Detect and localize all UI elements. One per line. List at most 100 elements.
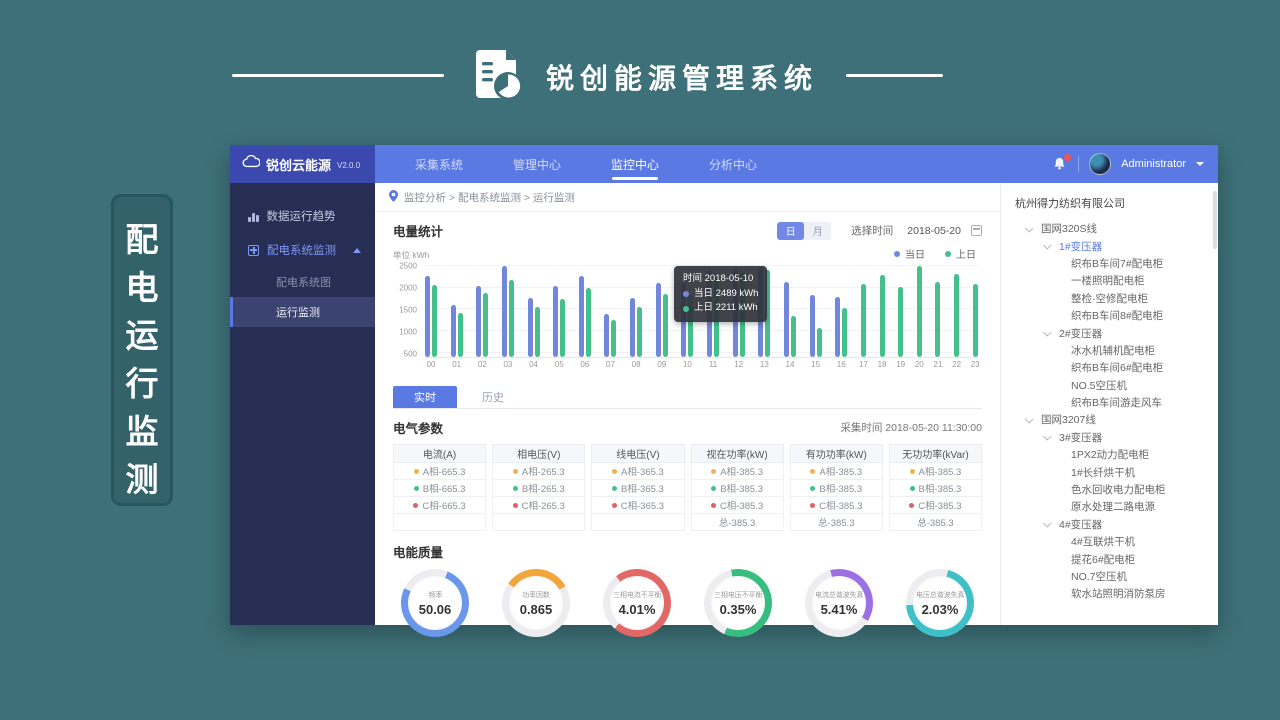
caret-down-icon[interactable]: [1196, 162, 1204, 166]
topnav-item-1[interactable]: 管理中心: [513, 157, 562, 172]
tooltip-time: 时间 2018-05-10: [683, 273, 754, 284]
phase-dot: [909, 485, 915, 491]
param-value: B相-265.3: [521, 484, 565, 495]
legend-item-today[interactable]: 当日: [894, 246, 925, 261]
vertical-tag-char: 电: [125, 269, 159, 306]
y-tick-label: 1500: [399, 305, 417, 315]
param-column-2: 线电压(V) A相-365.3 B相-365.3 C相-365.3: [591, 444, 685, 531]
gauge-hole: [509, 576, 563, 630]
tree-node-0[interactable]: 国网320S线: [1015, 220, 1212, 237]
vertical-tag-char: 运: [125, 317, 159, 354]
phase-dot: [612, 485, 618, 491]
param-cell: B相-385.3: [888, 480, 983, 497]
user-name[interactable]: Administrator: [1121, 158, 1186, 170]
tree-node-21[interactable]: 软水站照明消防泵房: [1015, 585, 1212, 602]
bar-上日: [860, 284, 866, 357]
calendar-icon[interactable]: [971, 225, 982, 236]
bar-上日: [611, 320, 617, 357]
bar-当日: [630, 298, 636, 357]
tree-node-17[interactable]: 4#变压器: [1015, 516, 1212, 533]
bar-group: 02: [476, 266, 489, 369]
bar-当日: [604, 314, 610, 357]
phase-dot: [810, 502, 816, 508]
tree-node-3[interactable]: 一楼照明配电柜: [1015, 272, 1212, 289]
bar-group: 21: [934, 266, 942, 369]
param-cell: B相-665.3: [393, 480, 487, 497]
realtime-history-tabs: 实时 历史: [393, 386, 982, 409]
tree-node-20[interactable]: NO.7空压机: [1015, 568, 1212, 585]
x-tick-label: 19: [896, 360, 906, 369]
section-title-energy: 电量统计: [393, 225, 444, 239]
sidebar-item-distribution-monitor[interactable]: 配电系统监测: [230, 233, 375, 267]
x-tick-label: 15: [811, 360, 821, 369]
gauge-value: 0.35%: [719, 602, 757, 617]
date-picker-label: 选择时间: [851, 225, 894, 237]
topnav-item-3[interactable]: 分析中心: [709, 157, 758, 172]
sidebar-item-data-trend[interactable]: 数据运行趋势: [230, 199, 375, 233]
tree-node-2[interactable]: 织布B车间7#配电柜: [1015, 255, 1212, 272]
toggle-day-button[interactable]: 日: [777, 221, 805, 240]
param-value: B相-365.3: [621, 484, 664, 495]
x-tick-label: 09: [657, 360, 667, 369]
tree-node-14[interactable]: 1#长纤烘干机: [1015, 463, 1212, 480]
bell-icon[interactable]: [1052, 154, 1072, 172]
tree-node-4[interactable]: 整检·空修配电柜: [1015, 290, 1212, 307]
topnav-item-0[interactable]: 采集系统: [415, 157, 464, 172]
bar-group: 15: [809, 266, 822, 369]
bar-上日: [508, 279, 514, 357]
tree-node-6[interactable]: 2#变压器: [1015, 324, 1212, 341]
topnav-item-2[interactable]: 监控中心: [609, 145, 661, 183]
x-tick-label: 20: [914, 360, 924, 369]
user-area: Administrator: [1052, 145, 1218, 183]
triangle-up-icon: [353, 247, 361, 253]
param-value: B相-385.3: [819, 484, 863, 495]
sidebar-item-system-diagram[interactable]: 配电系统图: [230, 267, 375, 297]
legend-item-yesterday[interactable]: 上日: [945, 246, 976, 261]
tree-node-1[interactable]: 1#变压器: [1015, 237, 1212, 254]
sidebar-item-run-monitor[interactable]: 运行监测: [230, 297, 375, 327]
bar-group: 23: [971, 266, 980, 369]
tree-node-15[interactable]: 色水回收电力配电柜: [1015, 481, 1212, 498]
param-column-header: 电流(A): [393, 444, 487, 463]
avatar[interactable]: [1089, 153, 1112, 175]
param-value: A相-385.3: [819, 467, 863, 478]
phase-dot: [711, 485, 717, 491]
legend-label: 上日: [956, 250, 976, 261]
bar-chart-icon: [248, 211, 259, 222]
param-value: C相-385.3: [719, 501, 764, 512]
tab-history[interactable]: 历史: [482, 392, 504, 404]
tooltip-dot-yesterday: [683, 305, 689, 312]
gauge-hole: [610, 576, 664, 630]
chart-unit-label: 单位 kWh: [393, 250, 430, 260]
gauge-text: 三相电流不平衡 4.01%: [603, 569, 671, 637]
param-value: 总-385.3: [917, 518, 954, 529]
tree-scrollbar[interactable]: [1213, 191, 1217, 249]
tree-node-label: 织布B车间6#配电柜: [1071, 362, 1164, 375]
tree-node-12[interactable]: 3#变压器: [1015, 429, 1212, 446]
app-logo[interactable]: 锐创云能源 V2.0.0: [230, 145, 375, 183]
bar-上日: [916, 266, 922, 357]
bar-上日: [842, 307, 848, 357]
toggle-month-button[interactable]: 月: [812, 227, 823, 238]
tree-node-10[interactable]: 织布B车间游走风车: [1015, 394, 1212, 411]
tree-node-9[interactable]: NO.5空压机: [1015, 377, 1212, 394]
tree-node-19[interactable]: 提花6#配电柜: [1015, 550, 1212, 567]
tree-node-16[interactable]: 原水处理二路电源: [1015, 498, 1212, 515]
tree-node-13[interactable]: 1PX2动力配电柜: [1015, 446, 1212, 463]
tree-node-8[interactable]: 织布B车间6#配电柜: [1015, 359, 1212, 376]
date-picker-value[interactable]: 2018-05-20: [907, 224, 961, 237]
bar-group: 22: [952, 266, 961, 369]
tree-node-18[interactable]: 4#互联烘干机: [1015, 533, 1212, 550]
tree-company[interactable]: 杭州得力纺织有限公司: [1015, 198, 1125, 210]
divider: [1078, 156, 1080, 172]
tree-node-5[interactable]: 织布B车间8#配电柜: [1015, 307, 1212, 324]
param-value: A相-385.3: [720, 467, 763, 478]
energy-bar-chart: 单位 kWh 当日 上日 500 1000 1500 2000 2500 00 01 02 0…: [393, 246, 982, 374]
tree-node-label: 软水站照明消防泵房: [1071, 588, 1166, 601]
tree-node-7[interactable]: 冰水机辅机配电柜: [1015, 342, 1212, 359]
param-value: A相-385.3: [918, 467, 962, 478]
tree-node-11[interactable]: 国网3207线: [1015, 411, 1212, 428]
tab-realtime[interactable]: 实时: [393, 386, 457, 408]
gauge-label: 电压总谐波失真: [915, 590, 965, 599]
bar-上日: [765, 270, 771, 357]
